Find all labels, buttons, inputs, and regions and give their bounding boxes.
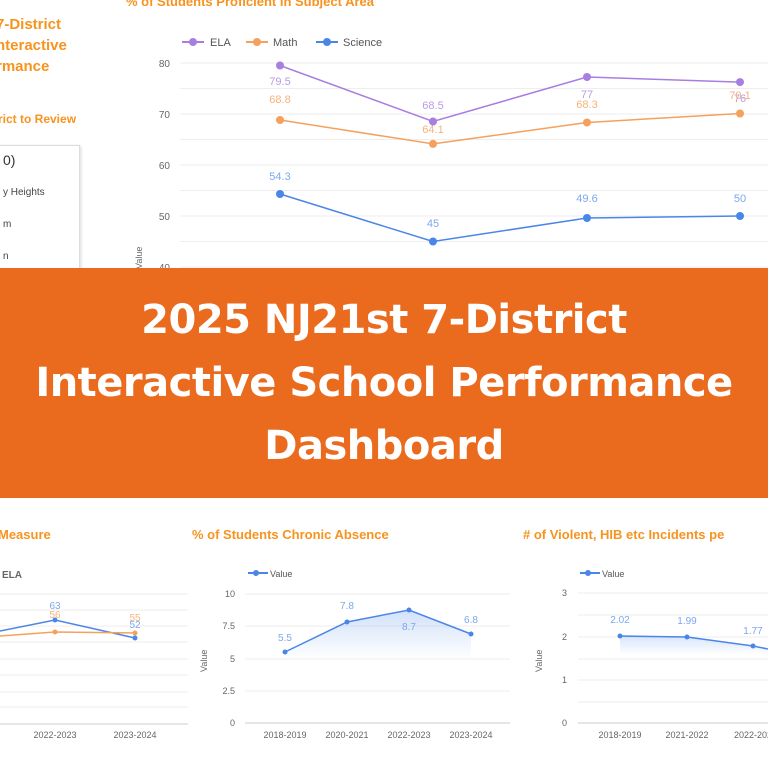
svg-text:70.1: 70.1	[729, 90, 750, 102]
y-axis-label: Value	[199, 650, 209, 672]
svg-text:2021-2022: 2021-2022	[665, 730, 708, 740]
legend-marker-icon	[189, 38, 197, 46]
svg-text:8.7: 8.7	[402, 622, 416, 633]
legend-marker-icon	[253, 38, 261, 46]
svg-text:2023-2024: 2023-2024	[113, 730, 156, 740]
svg-text:2022-202: 2022-202	[734, 730, 768, 740]
svg-text:10: 10	[225, 589, 235, 599]
svg-text:2020-2021: 2020-2021	[325, 730, 368, 740]
svg-text:60: 60	[159, 161, 171, 172]
chronic-absence-chart: Value 10 7.5 5 2.5 0 Value 5.5 7.8 8.7 6…	[199, 569, 510, 740]
legend-marker-icon	[253, 570, 259, 576]
banner-line: Interactive School Performance	[35, 359, 733, 406]
district-option[interactable]: n	[3, 251, 9, 262]
legend-value[interactable]: Value	[602, 569, 624, 579]
svg-text:68.3: 68.3	[576, 99, 597, 111]
svg-text:1: 1	[562, 675, 567, 685]
banner-title: 2025 NJ21st 7-District Interactive Schoo…	[35, 289, 733, 478]
legend-marker-icon	[323, 38, 331, 46]
svg-text:1.77: 1.77	[743, 626, 763, 637]
legend-ela[interactable]: ELA	[210, 37, 231, 49]
svg-text:6.8: 6.8	[464, 615, 478, 626]
svg-text:45: 45	[427, 218, 439, 230]
y-axis-ticks: 80 70 60 50 40	[159, 59, 171, 274]
svg-text:68.5: 68.5	[422, 100, 443, 112]
svg-text:7.8: 7.8	[340, 601, 354, 612]
select-district-label: rict to Review	[0, 112, 77, 126]
svg-text:64.1: 64.1	[422, 124, 443, 136]
proficiency-chart-title: % of Students Proficient in Subject Area	[126, 0, 374, 9]
svg-text:79.5: 79.5	[269, 76, 290, 88]
svg-text:2022-2023: 2022-2023	[387, 730, 430, 740]
svg-text:56: 56	[49, 610, 61, 621]
svg-text:2023-2024: 2023-2024	[449, 730, 492, 740]
svg-text:2.5: 2.5	[222, 686, 235, 696]
svg-text:55: 55	[129, 613, 141, 624]
svg-text:80: 80	[159, 59, 171, 70]
measure-chart-title: Measure	[0, 527, 51, 542]
svg-text:2018-2019: 2018-2019	[598, 730, 641, 740]
data-labels: 79.5 68.5 77 76 68.8 64.1 68.3 70.1 54.3…	[269, 76, 750, 230]
sidebar-title: 7-District nteractive rmance	[0, 14, 67, 77]
svg-text:52: 52	[129, 620, 141, 631]
legend-math[interactable]: Math	[273, 37, 297, 49]
svg-text:77: 77	[581, 89, 593, 101]
district-option[interactable]: 0)	[3, 152, 16, 168]
y-axis-label: Value	[534, 650, 544, 672]
sidebar-title-line: 7-District	[0, 16, 62, 33]
banner-line: Dashboard	[264, 422, 504, 469]
legend-science[interactable]: Science	[343, 37, 382, 49]
svg-text:5.5: 5.5	[278, 633, 292, 644]
y-axis-label: Value	[134, 247, 144, 269]
title-banner: 2025 NJ21st 7-District Interactive Schoo…	[0, 268, 768, 498]
legend-value[interactable]: Value	[270, 569, 292, 579]
svg-text:63: 63	[49, 601, 61, 612]
district-list[interactable]: 0) y Heights m n	[0, 145, 80, 277]
svg-text:2: 2	[562, 632, 567, 642]
svg-text:0: 0	[230, 718, 235, 728]
district-option[interactable]: y Heights	[3, 187, 45, 198]
svg-text:1.99: 1.99	[677, 616, 697, 627]
svg-text:3: 3	[562, 588, 567, 598]
svg-text:50: 50	[159, 212, 171, 223]
incidents-chart: Value 3 2 1 0 Value 2.02 1.99 1.77 2018-…	[534, 569, 768, 740]
district-option[interactable]: m	[3, 219, 12, 230]
proficiency-chart: ELA Math Science 80 70 60 50 40 Value 79…	[134, 37, 768, 274]
ela-line	[279, 64, 741, 123]
svg-text:68.8: 68.8	[269, 94, 290, 106]
banner-line: 2025 NJ21st 7-District	[141, 296, 627, 343]
measure-chart: ELA 63 56 55 52 2022-2023 2023-2024	[0, 570, 188, 740]
grid-lines	[180, 62, 768, 268]
svg-text:70: 70	[159, 110, 171, 121]
chronic-absence-title: % of Students Chronic Absence	[192, 527, 389, 542]
math-line	[279, 112, 741, 145]
svg-text:54.3: 54.3	[269, 171, 290, 183]
science-line	[279, 193, 741, 243]
svg-text:2.02: 2.02	[610, 615, 630, 626]
svg-text:49.6: 49.6	[576, 193, 597, 205]
svg-text:76: 76	[734, 93, 746, 105]
sidebar-title-line: rmance	[0, 58, 50, 75]
legend-marker-icon	[585, 570, 591, 576]
sidebar-title-line: nteractive	[0, 37, 67, 54]
svg-text:0: 0	[562, 718, 567, 728]
svg-text:2022-2023: 2022-2023	[33, 730, 76, 740]
incidents-title: # of Violent, HIB etc Incidents pe	[523, 527, 725, 542]
svg-text:5: 5	[230, 654, 235, 664]
chart-legend[interactable]: ELA Math Science	[182, 37, 382, 49]
legend-ela[interactable]: ELA	[2, 570, 22, 581]
svg-text:50: 50	[734, 193, 746, 205]
svg-text:7.5: 7.5	[222, 621, 235, 631]
svg-text:2018-2019: 2018-2019	[263, 730, 306, 740]
